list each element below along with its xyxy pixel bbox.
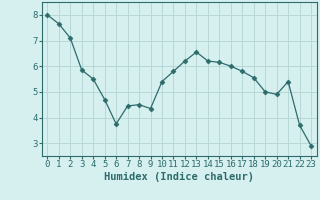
X-axis label: Humidex (Indice chaleur): Humidex (Indice chaleur) [104,172,254,182]
